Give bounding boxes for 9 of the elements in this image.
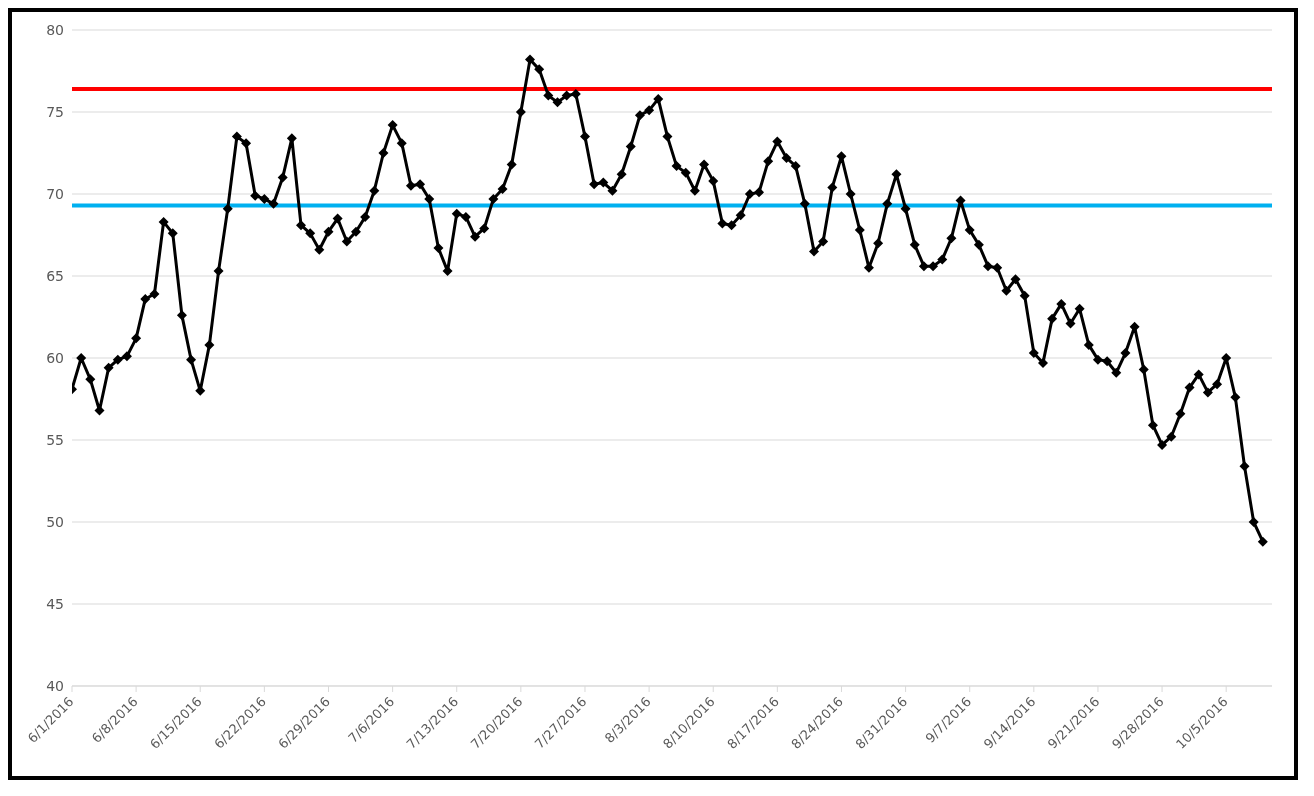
- y-tick-label: 45: [46, 595, 64, 612]
- y-tick-label: 55: [46, 431, 64, 448]
- y-tick-label: 60: [46, 349, 64, 366]
- y-tick-label: 75: [46, 103, 64, 120]
- y-tick-label: 80: [46, 21, 64, 38]
- y-tick-label: 65: [46, 267, 64, 284]
- y-tick-label: 70: [46, 185, 64, 202]
- y-tick-label: 40: [46, 677, 64, 694]
- y-tick-label: 50: [46, 513, 64, 530]
